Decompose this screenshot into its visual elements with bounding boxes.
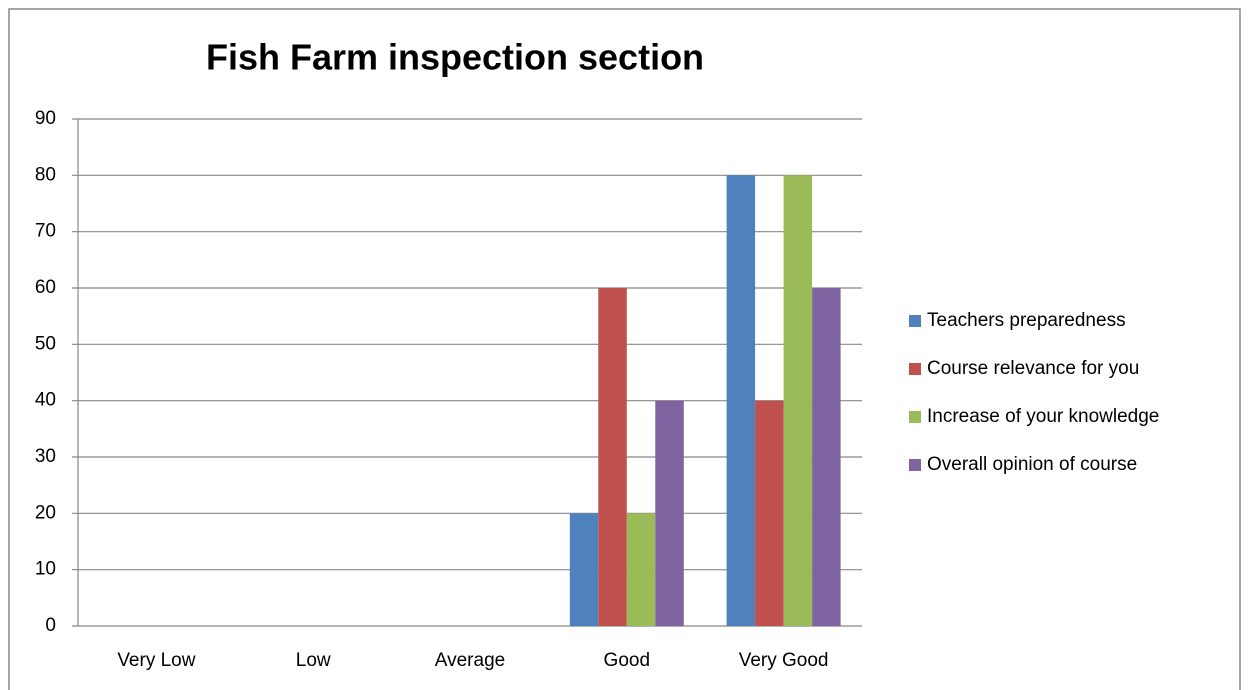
y-tick-label: 60 bbox=[35, 277, 56, 298]
legend-swatch bbox=[909, 315, 921, 327]
y-tick-label: 20 bbox=[35, 502, 56, 523]
y-tick-label: 80 bbox=[35, 164, 56, 185]
chart-title: Fish Farm inspection section bbox=[206, 37, 704, 78]
y-tick-label: 50 bbox=[35, 333, 56, 354]
y-tick-label: 40 bbox=[35, 390, 56, 411]
y-tick-label: 10 bbox=[35, 559, 56, 580]
legend-swatch bbox=[909, 411, 921, 423]
legend-swatch bbox=[909, 363, 921, 375]
bar bbox=[755, 400, 784, 626]
x-tick-label: Very Low bbox=[117, 650, 195, 671]
y-tick-label: 30 bbox=[35, 446, 56, 467]
legend-label: Course relevance for you bbox=[927, 358, 1139, 379]
x-tick-label: Good bbox=[604, 650, 650, 671]
bar bbox=[783, 175, 813, 627]
bar bbox=[569, 513, 599, 626]
bar bbox=[626, 513, 656, 626]
y-tick-label: 0 bbox=[45, 615, 56, 636]
x-tick-label: Average bbox=[435, 650, 505, 671]
legend-label: Teachers preparedness bbox=[927, 310, 1126, 331]
legend-swatch bbox=[909, 459, 921, 471]
bar bbox=[598, 288, 627, 626]
bar bbox=[812, 288, 841, 626]
x-tick-label: Very Good bbox=[739, 650, 829, 671]
x-tick-label: Low bbox=[296, 650, 331, 671]
legend-label: Overall opinion of course bbox=[927, 454, 1137, 475]
y-tick-label: 70 bbox=[35, 221, 56, 242]
bar bbox=[655, 400, 684, 626]
y-tick-label: 90 bbox=[35, 108, 56, 129]
legend-label: Increase of your knowledge bbox=[927, 406, 1159, 427]
bar bbox=[726, 175, 756, 627]
chart-border bbox=[8, 8, 1241, 690]
